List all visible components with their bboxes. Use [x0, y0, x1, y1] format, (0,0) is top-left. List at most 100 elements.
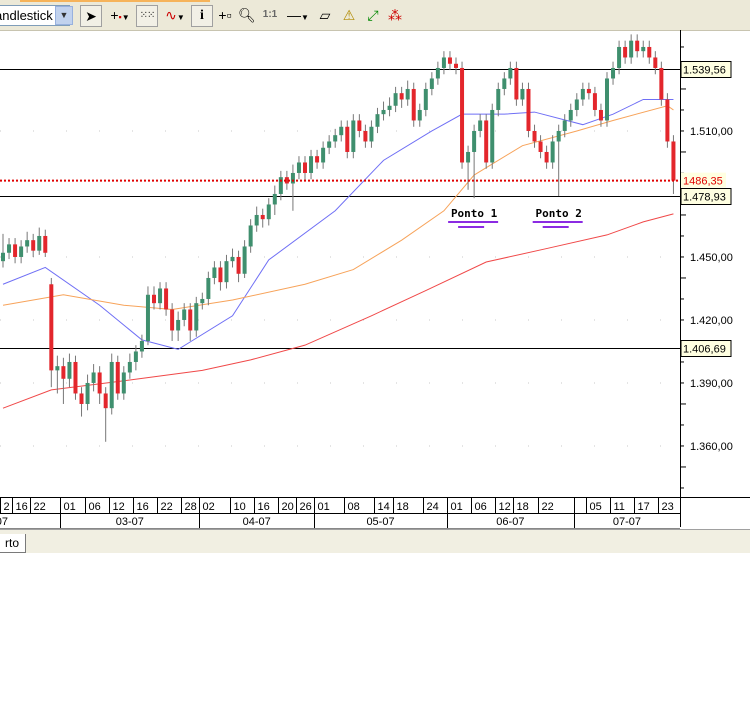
zoom-ratio-button[interactable]: 1:1 [262, 9, 278, 20]
candle-up [496, 88, 501, 110]
candle-down [303, 162, 307, 173]
candle-up [381, 109, 386, 115]
crosshair-icon[interactable]: +▪▼ [110, 7, 130, 23]
candle-down [345, 126, 350, 152]
candle-up [417, 109, 422, 121]
active-tab-strip [20, 0, 210, 2]
candle-up [327, 141, 332, 148]
x-day-label: 16 [16, 501, 28, 513]
x-day-label: 01 [64, 501, 76, 513]
candle-down [598, 109, 603, 121]
candle-up [121, 372, 126, 394]
x-day-label: 17 [638, 501, 650, 513]
candle-down [532, 130, 537, 142]
chevron-down-icon[interactable]: ▼ [55, 6, 73, 25]
overlay-icon[interactable]: ⁂ [388, 7, 402, 23]
annotation-label: Ponto 1 [451, 207, 498, 220]
candle-up [520, 88, 525, 100]
candle-up [91, 372, 96, 383]
eraser-icon[interactable]: ▱ [319, 7, 331, 23]
x-day-label: 08 [348, 501, 360, 513]
candle-up [290, 172, 295, 184]
candle-up [85, 382, 90, 404]
candle-down [31, 240, 36, 251]
candle-down [544, 151, 549, 163]
candle-up [502, 78, 507, 89]
candle-up [37, 235, 42, 251]
candle-up [580, 88, 585, 100]
candle-up [230, 256, 235, 262]
candle-up [508, 67, 513, 79]
candle-down [586, 88, 591, 94]
candle-up [387, 105, 392, 110]
x-day-label: 18 [397, 501, 409, 513]
candle-up [206, 277, 211, 299]
candle-down [43, 235, 48, 253]
x-day-label: 06 [89, 501, 101, 513]
x-month-label: -07 [0, 516, 8, 528]
x-day-label: 01 [318, 501, 330, 513]
x-month-label: 03-07 [116, 516, 144, 528]
candle-up [568, 109, 573, 121]
pointer-icon[interactable]: ➤ [80, 5, 102, 27]
candle-down [236, 256, 241, 274]
candle-up [182, 309, 187, 320]
candle-down [647, 46, 652, 58]
candle-down [170, 309, 175, 331]
x-day-label: 20 [282, 501, 294, 513]
candle-down [665, 99, 670, 142]
candle-down [315, 156, 320, 163]
candle-up [405, 88, 410, 100]
candle-up [309, 156, 314, 173]
add-annotation-icon[interactable]: +▫ [218, 7, 232, 23]
tab-active[interactable]: rto [0, 534, 26, 553]
candle-up [109, 361, 114, 409]
candle-up [556, 130, 561, 142]
alert-icon[interactable]: ⚠ [342, 7, 356, 23]
candle-down [152, 294, 156, 304]
last-price-box [681, 172, 726, 188]
candle-down [635, 40, 640, 52]
candle-up [429, 78, 434, 89]
candle-up [617, 46, 622, 68]
x-month-label: 04-07 [243, 516, 271, 528]
candle-down [115, 361, 120, 394]
candle-up [139, 340, 144, 352]
candle-up [145, 294, 150, 341]
candle-down [623, 46, 628, 58]
x-day-label: 10 [234, 501, 246, 513]
candle-up [351, 120, 356, 152]
chart-type-select[interactable]: andlestick [0, 5, 70, 26]
info-icon[interactable]: i [191, 5, 213, 27]
candle-down [484, 120, 489, 163]
candle-down [592, 93, 597, 110]
candle-down [357, 120, 362, 131]
candle-down [218, 267, 223, 283]
candle-up [55, 366, 60, 371]
candle-up [321, 147, 326, 163]
candle-up [629, 40, 634, 58]
candle-down [79, 393, 84, 404]
candle-down [526, 88, 531, 131]
candle-up [466, 151, 471, 163]
level-label-box [680, 61, 732, 78]
candle-up [562, 120, 567, 131]
x-day-label: 28 [185, 501, 197, 513]
x-day-label: 05 [590, 501, 602, 513]
candle-down [13, 244, 18, 257]
x-day-label: 18 [517, 501, 529, 513]
ma-slow-line [2, 213, 674, 409]
y-tick-label: 1.420,00 [690, 315, 733, 327]
candle-up [641, 46, 646, 52]
zoom-icon[interactable]: 🔍︎ [238, 7, 256, 23]
grid-icon[interactable]: ⁙⁙ [136, 5, 158, 27]
indicator-icon[interactable]: ∿▼ [165, 7, 185, 23]
trend-icon[interactable]: ⤢ [367, 7, 379, 23]
candle-up [7, 244, 12, 253]
candlestick-chart[interactable]: 1.510,00 1.450,00 1.420,00 1.390,00 1.360,00… [0, 30, 750, 529]
candle-up [266, 204, 271, 220]
x-day-label: 26 [300, 501, 312, 513]
candle-up [339, 126, 344, 136]
line-icon[interactable]: —▼ [287, 7, 309, 23]
candle-up [296, 162, 301, 173]
